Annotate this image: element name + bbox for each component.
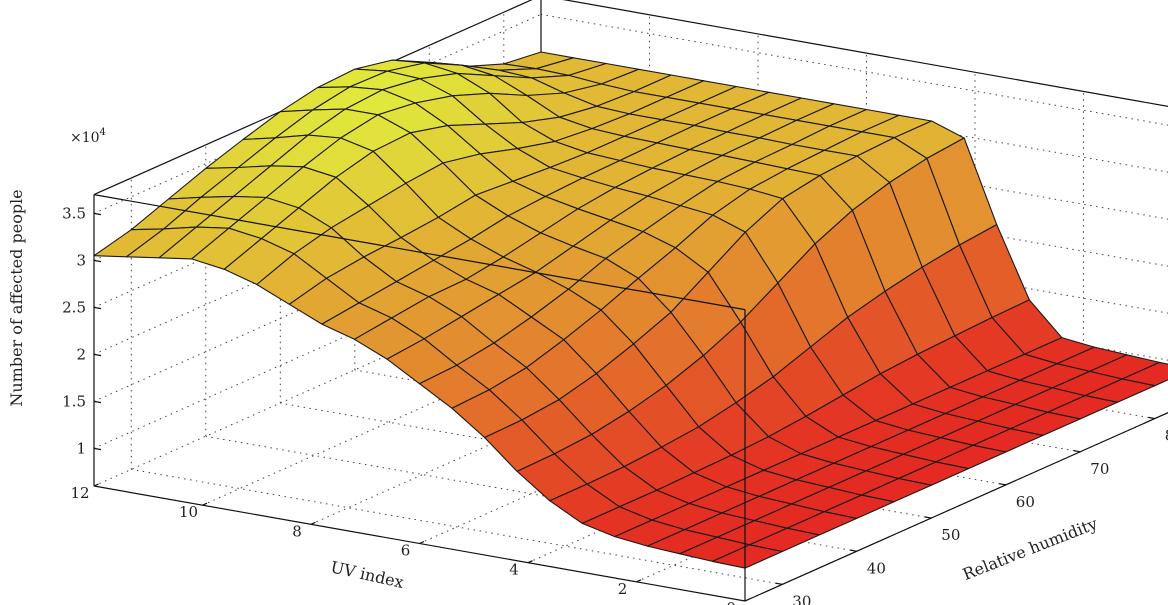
x-tick-label: 2 — [618, 580, 628, 598]
y-tick-label: 50 — [941, 526, 960, 544]
x-tick-mark — [93, 483, 99, 487]
x-tick-label: 8 — [292, 522, 302, 540]
y-tick-mark — [1148, 416, 1155, 420]
z-tick-mark — [93, 259, 102, 263]
y-tick-label: 30 — [792, 592, 811, 605]
z-tick-label: 3.5 — [62, 204, 86, 222]
y-tick-mark — [999, 483, 1006, 486]
grid-line-y-floor — [205, 435, 857, 552]
x-tick-mark — [202, 502, 208, 506]
z-tick-label: 1.5 — [62, 392, 86, 410]
x-tick-mark — [636, 579, 642, 583]
x-tick-label: 4 — [509, 561, 519, 579]
x-tick-mark — [527, 560, 533, 564]
z-tick-label: 2 — [76, 345, 86, 363]
z-multiplier-exponent: 4 — [100, 127, 106, 138]
y-axis-label: Relative humidity — [960, 514, 1100, 584]
x-tick-mark — [310, 521, 316, 525]
y-tick-mark — [850, 549, 857, 552]
x-tick-mark — [744, 598, 750, 602]
z-multiplier-label: ×104 — [70, 127, 106, 146]
x-axis-label: UV index — [329, 557, 406, 592]
frame-edge-top-back — [562, 0, 1168, 107]
y-tick-mark — [775, 582, 783, 585]
y-tick-label: 40 — [867, 559, 886, 577]
z-axis-label: Number of affected people — [7, 189, 26, 406]
z-tick-mark — [93, 400, 102, 404]
z-tick-mark — [93, 212, 102, 216]
z-tick-label: 2.5 — [62, 298, 86, 316]
z-tick-label: 3 — [76, 251, 86, 269]
z-tick-label: 1 — [76, 439, 86, 457]
x-tick-mark — [419, 540, 425, 545]
y-tick-mark — [924, 516, 932, 519]
y-tick-label: 80 — [1165, 427, 1168, 445]
y-tick-mark — [1073, 450, 1081, 453]
y-tick-label: 70 — [1090, 460, 1109, 478]
grid-line-z-back-wall — [540, 13, 1168, 126]
z-tick-mark — [93, 447, 102, 451]
frame-edge-y-axis — [744, 412, 1168, 602]
frame-layer — [93, 194, 1168, 602]
grid-line-y-floor — [131, 468, 783, 585]
x-tick-label: 12 — [70, 484, 89, 502]
z-tick-mark — [93, 306, 102, 310]
z-multiplier-base: ×10 — [70, 130, 100, 146]
surface-patch — [711, 544, 783, 569]
y-tick-label: 60 — [1016, 493, 1035, 511]
x-tick-label: 10 — [179, 503, 198, 521]
surface-layer — [93, 51, 1168, 569]
x-tick-label: 6 — [401, 542, 411, 560]
frame-edge-top-front — [93, 194, 746, 311]
x-tick-label: 0 — [726, 599, 736, 605]
z-tick-mark — [93, 353, 102, 357]
